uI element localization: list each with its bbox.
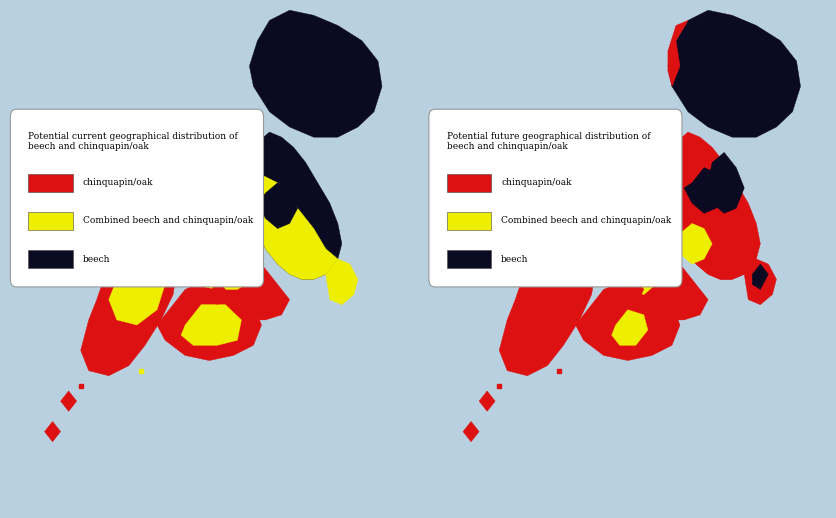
Polygon shape bbox=[663, 132, 759, 279]
Polygon shape bbox=[245, 172, 338, 279]
Polygon shape bbox=[743, 259, 776, 305]
Polygon shape bbox=[157, 219, 289, 320]
Polygon shape bbox=[707, 152, 743, 213]
Polygon shape bbox=[80, 228, 177, 376]
Bar bbox=[446, 250, 491, 268]
Polygon shape bbox=[683, 168, 723, 213]
Text: chinquapin/oak: chinquapin/oak bbox=[501, 178, 571, 188]
Polygon shape bbox=[177, 244, 253, 290]
Polygon shape bbox=[627, 279, 643, 305]
Text: beech: beech bbox=[83, 254, 110, 264]
Text: Potential current geographical distribution of
beech and chinquapin/oak: Potential current geographical distribut… bbox=[28, 132, 238, 151]
Polygon shape bbox=[249, 10, 381, 137]
Bar bbox=[446, 174, 491, 192]
Polygon shape bbox=[257, 183, 298, 228]
Polygon shape bbox=[675, 223, 711, 264]
Polygon shape bbox=[229, 254, 245, 279]
Polygon shape bbox=[44, 422, 60, 442]
Polygon shape bbox=[631, 264, 655, 295]
Polygon shape bbox=[157, 279, 261, 361]
Polygon shape bbox=[109, 254, 165, 325]
Polygon shape bbox=[667, 10, 799, 137]
Bar bbox=[28, 250, 73, 268]
FancyBboxPatch shape bbox=[428, 109, 681, 287]
Polygon shape bbox=[181, 305, 241, 346]
Polygon shape bbox=[478, 391, 495, 411]
Bar bbox=[28, 212, 73, 230]
Polygon shape bbox=[209, 279, 225, 305]
Text: Potential future geographical distribution of
beech and chinquapin/oak: Potential future geographical distributi… bbox=[446, 132, 650, 151]
Polygon shape bbox=[663, 172, 756, 279]
Polygon shape bbox=[752, 264, 767, 290]
Polygon shape bbox=[325, 259, 358, 305]
Bar bbox=[446, 212, 491, 230]
FancyBboxPatch shape bbox=[10, 109, 263, 287]
Text: Combined beech and chinquapin/oak: Combined beech and chinquapin/oak bbox=[501, 217, 670, 225]
Polygon shape bbox=[575, 279, 679, 361]
Polygon shape bbox=[498, 228, 595, 376]
Polygon shape bbox=[462, 422, 478, 442]
Text: Combined beech and chinquapin/oak: Combined beech and chinquapin/oak bbox=[83, 217, 252, 225]
Polygon shape bbox=[245, 132, 341, 279]
Text: chinquapin/oak: chinquapin/oak bbox=[83, 178, 153, 188]
Polygon shape bbox=[611, 310, 647, 346]
Polygon shape bbox=[575, 219, 707, 320]
Text: beech: beech bbox=[501, 254, 528, 264]
Polygon shape bbox=[667, 20, 687, 87]
Bar bbox=[28, 174, 73, 192]
Polygon shape bbox=[60, 391, 77, 411]
